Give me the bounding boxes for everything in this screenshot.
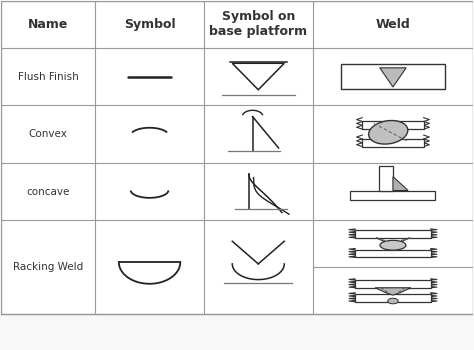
Polygon shape bbox=[375, 288, 411, 295]
Bar bbox=[350, 190, 436, 200]
Ellipse shape bbox=[369, 120, 408, 144]
Text: Name: Name bbox=[28, 18, 68, 31]
Bar bbox=[362, 121, 424, 129]
Bar bbox=[355, 230, 431, 238]
Ellipse shape bbox=[388, 298, 398, 304]
Polygon shape bbox=[393, 176, 408, 190]
Bar bbox=[379, 166, 393, 190]
Bar bbox=[355, 250, 431, 258]
Bar bbox=[341, 64, 445, 89]
Text: Symbol: Symbol bbox=[124, 18, 175, 31]
Text: Convex: Convex bbox=[28, 129, 67, 139]
Bar bbox=[355, 280, 431, 288]
Ellipse shape bbox=[380, 240, 406, 250]
Polygon shape bbox=[380, 68, 406, 87]
Text: Flush Finish: Flush Finish bbox=[18, 71, 78, 82]
Text: Symbol on
base platform: Symbol on base platform bbox=[209, 10, 307, 38]
Text: Racking Weld: Racking Weld bbox=[13, 262, 83, 272]
Bar bbox=[362, 139, 424, 147]
Text: Weld: Weld bbox=[375, 18, 410, 31]
Bar bbox=[355, 294, 431, 302]
Text: concave: concave bbox=[26, 187, 70, 197]
